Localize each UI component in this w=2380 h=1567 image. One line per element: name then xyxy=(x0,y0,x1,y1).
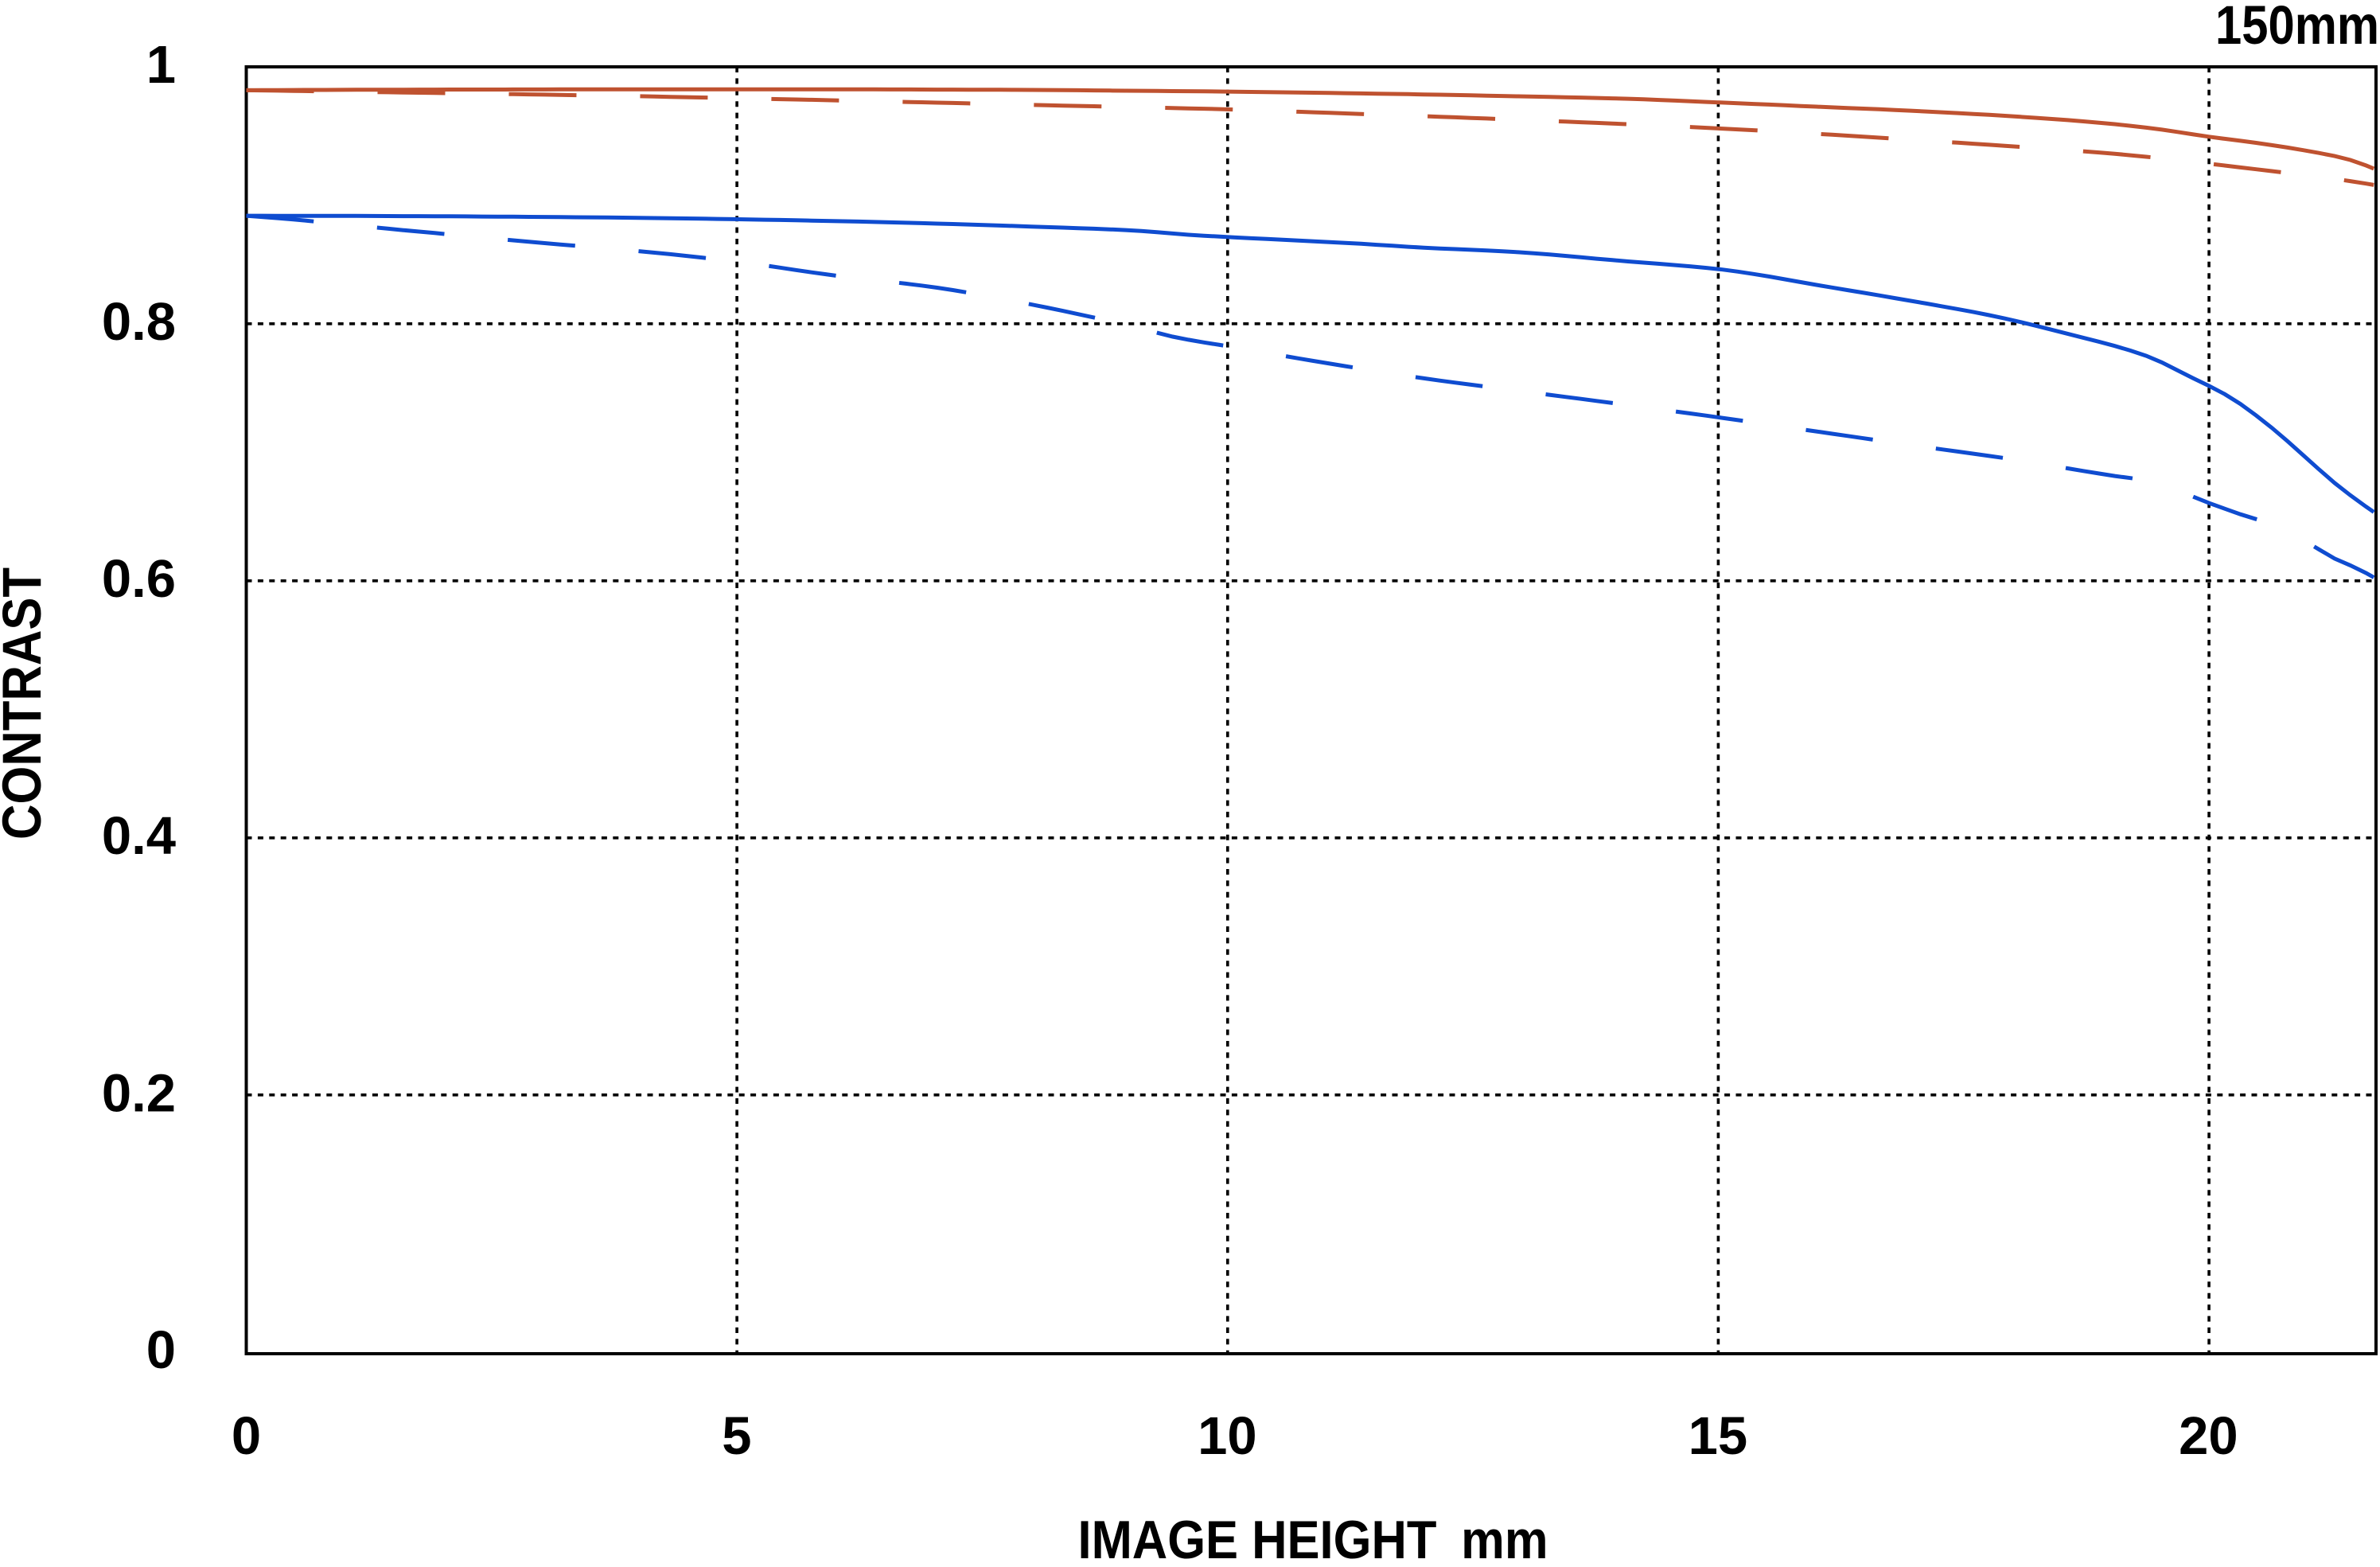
svg-text:1: 1 xyxy=(146,35,176,95)
svg-text:0: 0 xyxy=(232,1406,261,1466)
svg-text:20: 20 xyxy=(2179,1406,2238,1466)
svg-text:0.2: 0.2 xyxy=(102,1063,176,1123)
svg-text:150mm: 150mm xyxy=(2215,0,2379,56)
svg-text:0.6: 0.6 xyxy=(102,549,176,609)
svg-text:IMAGE HEIGHT mm: IMAGE HEIGHT mm xyxy=(1078,1510,1548,1563)
svg-text:5: 5 xyxy=(722,1406,751,1466)
svg-text:15: 15 xyxy=(1689,1406,1748,1466)
svg-text:0.8: 0.8 xyxy=(102,292,176,352)
svg-text:10: 10 xyxy=(1198,1406,1257,1466)
svg-text:CONTRAST: CONTRAST xyxy=(0,567,53,840)
svg-text:0: 0 xyxy=(146,1320,176,1380)
svg-text:0.4: 0.4 xyxy=(102,806,176,866)
